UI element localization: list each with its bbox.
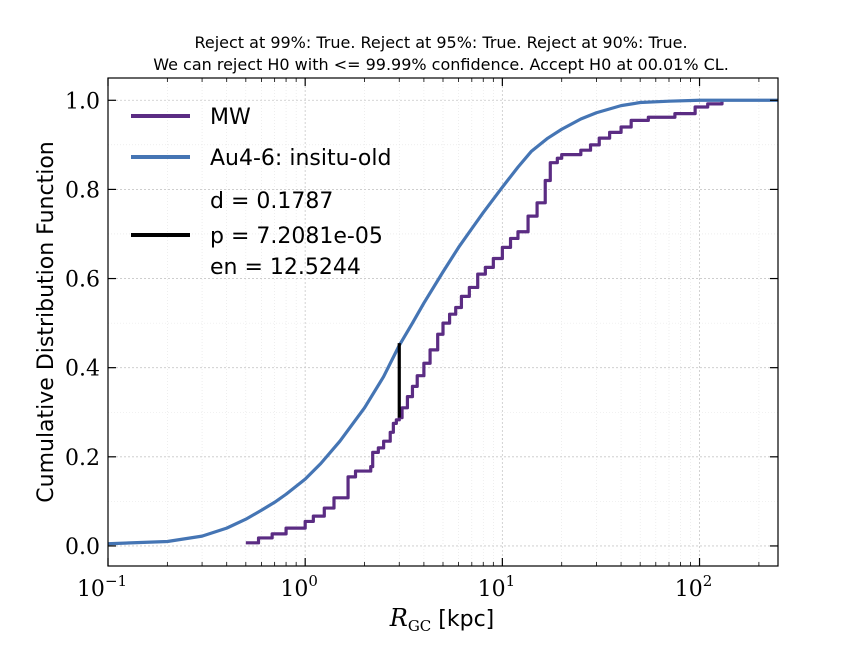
x-tick-label: 102 [675, 572, 713, 602]
legend-label-mw: MW [210, 105, 251, 130]
y-tick-label: 0.6 [65, 268, 100, 293]
x-axis-label-unit: [kpc] [431, 607, 494, 632]
title-line-1: Reject at 99%: True. Reject at 95%: True… [194, 33, 687, 52]
legend-label-au: Au4-6: insitu-old [210, 146, 391, 171]
title-line-2: We can reject H0 with <= 99.99% confiden… [153, 55, 729, 74]
x-axis-label-main: R [389, 604, 408, 632]
x-axis-label: RGC [kpc] [389, 604, 495, 635]
x-axis-label-sub: GC [408, 617, 431, 635]
x-tick-label: 100 [280, 572, 318, 602]
y-tick-label: 0.0 [65, 535, 100, 560]
grid [107, 78, 778, 566]
y-tick-label: 0.2 [65, 446, 100, 471]
mw-cdf-line [245, 101, 724, 545]
series-layer [108, 98, 778, 546]
au4-6-cdf-line [108, 98, 778, 546]
x-tick-label: 101 [478, 572, 516, 602]
legend-ks-en: en = 12.5244 [210, 255, 361, 280]
y-tick-label: 0.4 [65, 357, 100, 382]
legend: MW Au4-6: insitu-old d = 0.1787 p = 7.20… [131, 105, 391, 280]
legend-ks-d: d = 0.1787 [210, 189, 333, 214]
axis-ticks: 10−1 100 101 102 0.0 0.2 0.4 0.6 0.8 1.0 [65, 78, 778, 602]
y-tick-label: 0.8 [65, 178, 100, 203]
y-tick-label: 1.0 [65, 89, 100, 114]
legend-ks-p: p = 7.2081e-05 [210, 224, 383, 249]
x-tick-label: 10−1 [77, 572, 127, 602]
chart-title: Reject at 99%: True. Reject at 95%: True… [153, 33, 729, 74]
y-axis-label: Cumulative Distribution Function [34, 141, 59, 502]
